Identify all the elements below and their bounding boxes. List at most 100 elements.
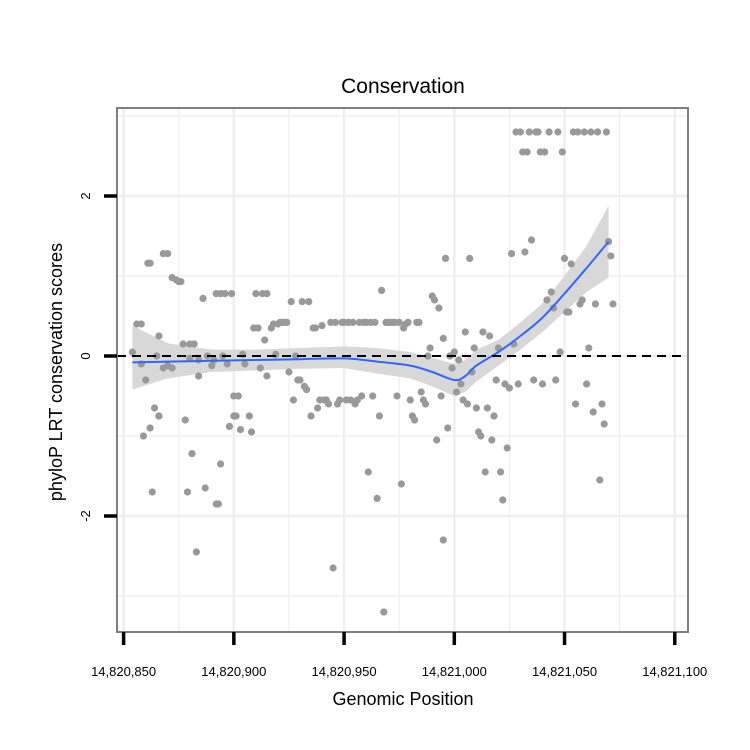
data-point xyxy=(397,480,405,488)
data-point xyxy=(261,336,269,344)
data-point xyxy=(285,368,293,376)
x-tick-label: 14,820,950 xyxy=(312,664,377,679)
data-point xyxy=(472,404,480,412)
data-point xyxy=(541,148,549,156)
data-point xyxy=(155,332,163,340)
data-point xyxy=(567,260,575,268)
data-point xyxy=(181,416,189,424)
data-point xyxy=(344,318,353,326)
data-point xyxy=(331,318,339,326)
data-point xyxy=(448,364,456,372)
data-point xyxy=(554,128,562,136)
data-point xyxy=(424,352,432,360)
chart-title: Conservation xyxy=(341,75,465,98)
data-point xyxy=(580,128,589,136)
data-point xyxy=(538,380,547,388)
data-point xyxy=(199,294,207,302)
data-point xyxy=(560,254,569,262)
data-point xyxy=(450,348,458,356)
data-point xyxy=(155,412,163,420)
data-point xyxy=(223,360,231,368)
data-point xyxy=(558,148,566,156)
data-point xyxy=(395,318,403,326)
data-point xyxy=(492,376,500,384)
data-point xyxy=(208,362,216,370)
data-point xyxy=(572,400,580,408)
data-point xyxy=(547,288,555,296)
data-point xyxy=(433,436,441,444)
data-point xyxy=(417,388,425,396)
data-point xyxy=(457,380,465,388)
data-point xyxy=(225,422,233,430)
data-point xyxy=(230,392,238,400)
data-point xyxy=(146,259,154,267)
data-point xyxy=(607,252,615,260)
data-point xyxy=(153,352,161,360)
data-point xyxy=(439,536,447,544)
data-point xyxy=(439,334,447,342)
data-point xyxy=(369,392,377,400)
data-point xyxy=(195,372,203,380)
data-point xyxy=(578,296,586,304)
y-axis-label: phyloP LRT conservation scores xyxy=(46,243,66,501)
data-point xyxy=(602,128,611,136)
data-point xyxy=(574,128,582,136)
data-point xyxy=(415,318,423,326)
data-point xyxy=(228,290,236,298)
data-point xyxy=(373,494,381,502)
data-point xyxy=(543,296,551,304)
data-point xyxy=(508,250,516,258)
data-point xyxy=(479,328,487,336)
data-point xyxy=(441,254,450,262)
data-point xyxy=(245,412,253,420)
data-point xyxy=(142,376,150,384)
data-point xyxy=(455,356,463,364)
data-point xyxy=(150,404,159,412)
data-point xyxy=(505,384,513,392)
data-point xyxy=(594,128,602,136)
data-point xyxy=(585,344,593,352)
data-point xyxy=(393,392,401,400)
x-tick-label: 14,821,050 xyxy=(532,664,597,679)
data-point xyxy=(452,388,461,396)
data-point xyxy=(470,344,478,352)
data-point xyxy=(296,376,304,384)
data-point xyxy=(591,300,600,308)
data-point xyxy=(514,380,522,388)
data-point xyxy=(298,298,306,306)
data-point xyxy=(525,128,533,136)
panel-border xyxy=(116,107,689,633)
data-point xyxy=(483,404,491,412)
y-tick-label: 2 xyxy=(78,192,93,199)
data-point xyxy=(587,128,595,136)
data-point xyxy=(128,348,136,356)
data-point xyxy=(404,318,412,326)
data-point xyxy=(422,400,430,408)
data-point xyxy=(311,324,319,332)
data-point xyxy=(609,300,617,308)
data-point xyxy=(461,328,469,336)
data-point xyxy=(212,500,220,508)
data-point xyxy=(499,496,507,504)
data-point xyxy=(488,436,496,444)
data-point xyxy=(188,450,196,458)
data-point xyxy=(287,298,295,306)
data-point xyxy=(303,386,311,394)
data-point xyxy=(371,318,379,326)
data-point xyxy=(545,128,553,136)
data-point xyxy=(530,376,538,384)
data-point xyxy=(283,318,291,326)
data-point xyxy=(192,548,200,556)
data-point xyxy=(177,278,185,286)
data-point xyxy=(521,248,529,256)
data-point xyxy=(336,396,344,404)
data-point xyxy=(146,424,154,432)
data-point xyxy=(435,304,443,312)
data-point xyxy=(497,468,505,476)
data-point xyxy=(137,320,145,328)
data-point xyxy=(430,296,439,304)
smooth-line-layer xyxy=(132,240,610,382)
data-point xyxy=(466,254,474,262)
x-tick-label: 14,821,000 xyxy=(422,664,487,679)
data-point xyxy=(292,352,300,360)
